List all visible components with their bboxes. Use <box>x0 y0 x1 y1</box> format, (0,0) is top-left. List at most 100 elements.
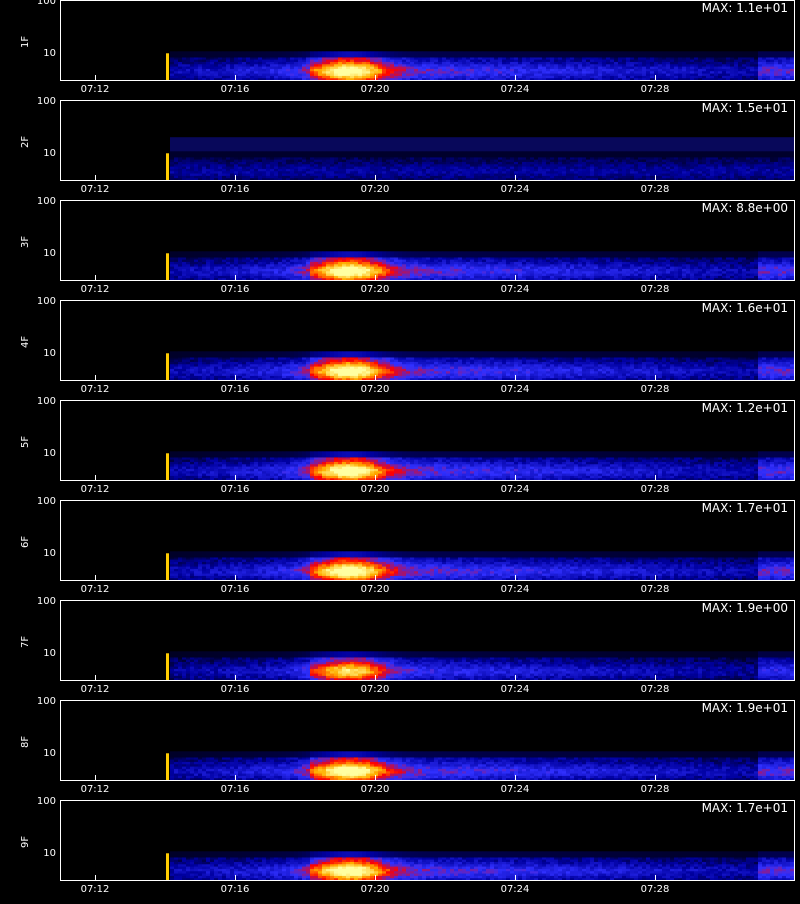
heatmap-cell <box>630 66 635 70</box>
heatmap-halo <box>554 251 559 258</box>
heatmap-cell <box>434 164 439 168</box>
heatmap-cell <box>442 71 447 75</box>
heatmap-cell <box>378 164 383 168</box>
heatmap-cell <box>318 75 323 79</box>
heatmap-cell <box>238 268 243 272</box>
heatmap-cell <box>254 257 259 261</box>
heatmap-cell <box>330 66 335 70</box>
heatmap-cell <box>374 278 379 280</box>
heatmap-halo <box>502 51 507 58</box>
heatmap-cell <box>242 268 247 272</box>
heatmap-cell <box>402 159 407 163</box>
heatmap-cell <box>366 68 371 72</box>
heatmap-cell <box>690 264 695 268</box>
heatmap-cell <box>714 178 719 180</box>
heatmap-cell <box>578 66 583 70</box>
heatmap-cell <box>418 175 423 179</box>
heatmap-cell <box>510 171 515 175</box>
heatmap-cell <box>550 266 555 270</box>
heatmap-cell <box>670 75 675 79</box>
heatmap-cell <box>466 257 471 261</box>
heatmap-halo <box>726 151 731 158</box>
heatmap-cell <box>662 257 667 261</box>
heatmap-cell <box>454 259 459 263</box>
heatmap-cell <box>318 57 323 61</box>
heatmap-cell <box>354 259 359 263</box>
heatmap-cell <box>246 257 251 261</box>
heatmap-cell <box>634 178 639 180</box>
heatmap-cell <box>582 266 587 270</box>
heatmap-cell <box>510 268 515 272</box>
heatmap-cell <box>242 261 247 265</box>
heatmap-cell <box>502 271 507 275</box>
heatmap-halo <box>382 251 387 258</box>
heatmap-cell <box>246 164 251 168</box>
heatmap-cell <box>442 166 447 170</box>
heatmap-cell <box>390 178 395 180</box>
heatmap-cell <box>522 61 527 65</box>
heatmap-cell <box>582 278 587 280</box>
heatmap-cell <box>458 71 463 75</box>
heatmap-cell <box>474 273 479 277</box>
heatmap-cell <box>706 157 711 161</box>
heatmap-cell <box>554 259 559 263</box>
heatmap-halo <box>554 51 559 58</box>
heatmap-halo <box>450 251 455 258</box>
heatmap-halo <box>334 251 339 258</box>
heatmap-cell <box>234 273 239 277</box>
heatmap-halo <box>534 151 539 158</box>
heatmap-cell <box>534 261 539 265</box>
heatmap-cell <box>738 178 743 180</box>
heatmap-cell <box>642 166 647 170</box>
heatmap-cell <box>222 271 227 275</box>
heatmap-cell <box>766 64 771 68</box>
heatmap-cell <box>406 59 411 63</box>
heatmap-cell <box>330 161 335 165</box>
heatmap-cell <box>358 66 363 70</box>
heatmap-cell <box>566 261 571 265</box>
heatmap-cell <box>590 161 595 165</box>
heatmap-cell <box>190 278 195 280</box>
heatmap-cell <box>634 71 639 75</box>
heatmap-cell <box>178 159 183 163</box>
heatmap-halo <box>486 151 491 158</box>
heatmap-cell <box>430 268 435 272</box>
heatmap-cell <box>378 59 383 63</box>
heatmap-cell <box>442 164 447 168</box>
heatmap-cell <box>450 275 455 279</box>
heatmap-cell <box>290 268 295 272</box>
heatmap-cell <box>666 64 671 68</box>
heatmap-halo <box>622 151 627 158</box>
heatmap-cell <box>426 159 431 163</box>
heatmap-cell <box>434 266 439 270</box>
heatmap-cell <box>558 273 563 277</box>
heatmap-cell <box>634 266 639 270</box>
x-tick-label: 07:16 <box>220 184 250 195</box>
spectrogram-svg <box>166 51 794 80</box>
heatmap-cell <box>210 271 215 275</box>
heatmap-cell <box>642 161 647 165</box>
heatmap-cell <box>338 175 343 179</box>
heatmap-cell <box>502 278 507 280</box>
heatmap-cell <box>494 164 499 168</box>
heatmap-cell <box>554 159 559 163</box>
heatmap-cell <box>654 159 659 163</box>
heatmap-cell <box>774 157 779 161</box>
heatmap-cell <box>694 268 699 272</box>
heatmap-cell <box>526 78 531 80</box>
heatmap-cell <box>330 57 335 61</box>
heatmap-cell <box>758 164 763 168</box>
heatmap-cell <box>506 164 511 168</box>
heatmap-cell <box>518 73 523 77</box>
heatmap-cell <box>702 164 707 168</box>
heatmap-cell <box>658 73 663 77</box>
heatmap-cell <box>538 68 543 72</box>
heatmap-cell <box>182 161 187 165</box>
heatmap-cell <box>182 157 187 161</box>
heatmap-halo <box>454 151 459 158</box>
heatmap-cell <box>782 68 787 72</box>
heatmap-cell <box>522 161 527 165</box>
heatmap-cell <box>262 173 267 177</box>
heatmap-cell <box>490 278 495 280</box>
heatmap-cell <box>222 166 227 170</box>
